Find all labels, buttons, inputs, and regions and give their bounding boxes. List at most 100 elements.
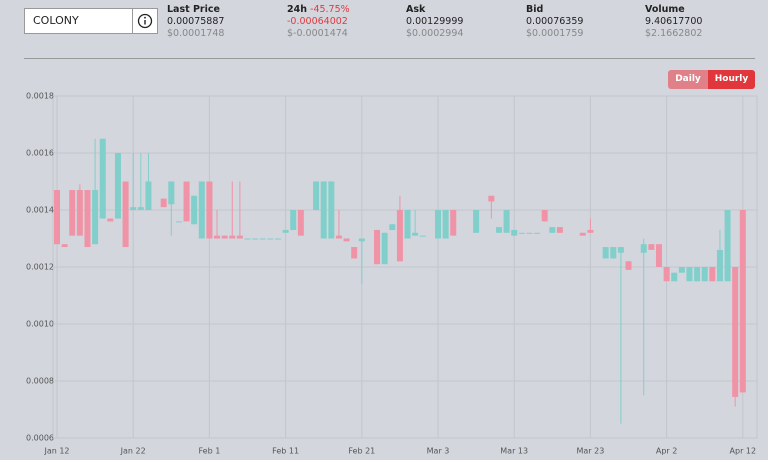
candle-body (145, 181, 152, 210)
candle-body (518, 232, 525, 234)
candle-body (130, 207, 137, 210)
candle-body (732, 267, 739, 397)
stat-bid: Bid 0.00076359 $0.0001759 (526, 4, 583, 40)
stat-label: Ask (406, 4, 426, 15)
stat-value: 0.00076359 (526, 16, 584, 27)
candle-body (541, 210, 548, 222)
candle-body (320, 181, 327, 239)
candle-body (404, 210, 411, 239)
x-tick-label: Mar 23 (576, 447, 604, 456)
candle-body (709, 267, 716, 282)
x-tick-label: Apr 12 (730, 447, 757, 456)
candle-body (259, 238, 266, 240)
candle-body (549, 227, 556, 233)
candle-body (183, 181, 190, 222)
stat-volume: Volume 9.40617700 $2.1662802 (645, 4, 702, 40)
candle-body (358, 238, 365, 242)
stat-usd: $0.0001759 (526, 28, 584, 39)
stat-label: Bid (526, 4, 544, 15)
stat-value: -0.00064002 (287, 16, 348, 27)
stat-label: 24h (287, 4, 307, 15)
stat-value: 0.00075887 (167, 16, 225, 27)
daily-button[interactable]: Daily (668, 70, 708, 89)
stat-value: 0.00129999 (406, 16, 464, 27)
candle-body (168, 181, 175, 205)
x-tick-label: Feb 11 (272, 447, 299, 456)
x-tick-label: Feb 1 (199, 447, 221, 456)
candle-body (244, 238, 251, 240)
candle-body (701, 267, 708, 282)
candle-body (610, 247, 617, 259)
candle-body (175, 221, 182, 223)
candle-body (396, 210, 403, 262)
candle-body (335, 235, 342, 239)
candle-body (221, 235, 228, 239)
candle-body (625, 261, 632, 270)
candle-body (412, 232, 419, 236)
separator (24, 58, 755, 59)
candle-body (69, 190, 76, 236)
stat-usd: $2.1662802 (645, 28, 703, 39)
candle-body (579, 232, 586, 236)
x-tick-label: Feb 21 (348, 447, 375, 456)
candle-body (724, 210, 731, 282)
candle-body (442, 210, 449, 239)
candle-body (450, 210, 457, 236)
candle-body (534, 232, 541, 234)
candle-body (678, 267, 685, 273)
candle-body (198, 181, 205, 239)
stat-last: Last Price 0.00075887 $0.0001748 (167, 4, 224, 40)
candle-body (76, 190, 83, 236)
stat-change: -45.75% (310, 4, 350, 15)
candle-body (694, 267, 701, 282)
candle-body (343, 238, 350, 242)
symbol: COLONY (33, 14, 79, 27)
stat-usd: $0.0001748 (167, 28, 225, 39)
candle-body (99, 138, 106, 219)
stat-label: Volume (645, 4, 685, 15)
candle-body (84, 190, 91, 248)
candle-body (640, 244, 647, 253)
candle-body (739, 210, 746, 393)
candle-body (381, 232, 388, 265)
candle-body (686, 267, 693, 282)
candle-body (511, 229, 518, 236)
x-tick-label: Jan 22 (120, 447, 146, 456)
y-tick-label: 0.0010 (26, 320, 54, 329)
candle-body (503, 210, 510, 233)
info-button[interactable] (132, 8, 158, 34)
candle-body (61, 244, 68, 248)
candle-body (54, 190, 61, 245)
candle-body (229, 235, 236, 239)
candle-body (214, 235, 221, 239)
candle-body (556, 227, 563, 233)
candle-body (435, 210, 442, 239)
candle-body (716, 249, 723, 282)
y-tick-label: 0.0016 (26, 149, 54, 158)
candle-body (351, 247, 358, 259)
candle-body (648, 244, 655, 250)
candle-body (488, 195, 495, 202)
candle-body (107, 218, 114, 222)
y-tick-label: 0.0014 (26, 206, 54, 215)
candle-body (671, 272, 678, 282)
candle-body (495, 227, 502, 233)
candle-body (206, 181, 213, 239)
stat-label: Last Price (167, 4, 220, 15)
candle-body (236, 235, 243, 239)
candle-body (328, 181, 335, 239)
candle-body (389, 224, 396, 230)
candle-body (137, 207, 144, 210)
stat-usd: $-0.0001474 (287, 28, 348, 39)
candle-body (526, 232, 533, 234)
candle-body (114, 153, 121, 219)
candle-body (473, 210, 480, 233)
candle-body (267, 238, 274, 240)
candle-body (587, 229, 594, 233)
stat-usd: $0.0002994 (406, 28, 464, 39)
stat-ask: Ask 0.00129999 $0.0002994 (406, 4, 463, 40)
y-tick-label: 0.0008 (26, 377, 54, 386)
hourly-button[interactable]: Hourly (708, 70, 755, 89)
